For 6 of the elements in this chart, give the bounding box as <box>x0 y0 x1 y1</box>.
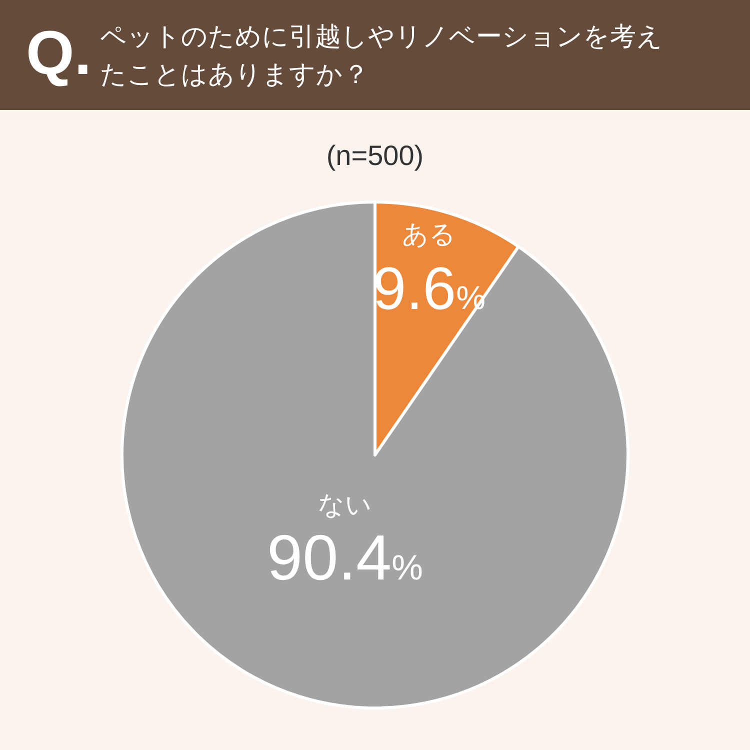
data-label: 90.4% <box>267 522 423 594</box>
annotation: Q. <box>26 18 92 90</box>
chart-subtitle: (n=500) <box>325 140 425 172</box>
slice-label: ある <box>402 220 456 250</box>
chart-title: ペットのために引越しやリノベーションを考えたことはありますか？ <box>100 21 664 92</box>
slice-label: ない <box>318 490 372 521</box>
